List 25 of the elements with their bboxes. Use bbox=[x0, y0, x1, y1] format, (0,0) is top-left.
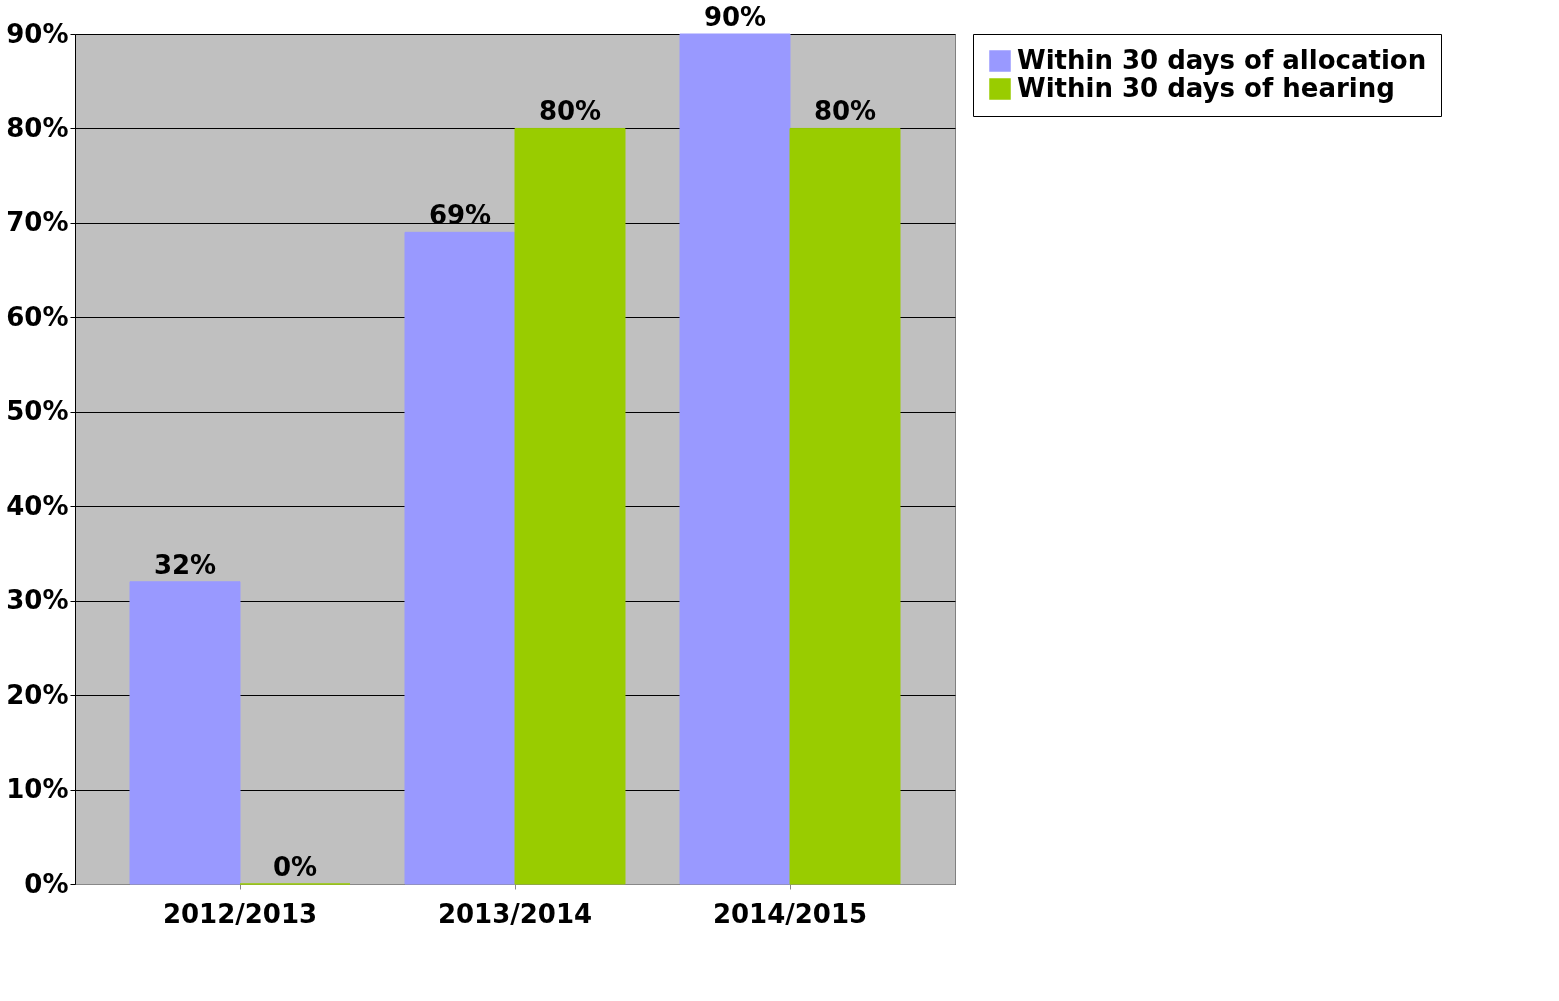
data-label: 32% bbox=[153, 549, 217, 580]
data-label: 80% bbox=[813, 96, 877, 127]
bar bbox=[514, 127, 626, 885]
bar bbox=[404, 231, 516, 885]
y-tick-label: 40% bbox=[6, 490, 69, 521]
bar bbox=[789, 127, 901, 885]
y-tick-label: 80% bbox=[6, 112, 69, 143]
y-tick-label: 50% bbox=[6, 396, 69, 427]
y-tick-label: 70% bbox=[6, 207, 69, 238]
x-tick-label: 2012/2013 bbox=[162, 898, 318, 929]
data-label: 0% bbox=[272, 852, 318, 882]
x-tick-label: 2013/2014 bbox=[437, 898, 593, 929]
y-tick-label: 30% bbox=[6, 585, 69, 616]
data-label: 90% bbox=[703, 2, 767, 32]
y-tick-label: 20% bbox=[6, 679, 69, 710]
bar bbox=[129, 581, 241, 885]
y-tick-label: 10% bbox=[6, 774, 69, 805]
bar bbox=[679, 33, 791, 885]
x-tick-label: 2014/2015 bbox=[712, 898, 868, 929]
y-tick-label: 0% bbox=[24, 868, 69, 899]
data-label: 69% bbox=[428, 200, 492, 231]
y-tick-label: 90% bbox=[6, 18, 69, 49]
data-label: 80% bbox=[538, 96, 602, 127]
y-tick-label: 60% bbox=[6, 301, 69, 332]
legend-label: Within 30 days of allocation bbox=[1017, 45, 1427, 75]
